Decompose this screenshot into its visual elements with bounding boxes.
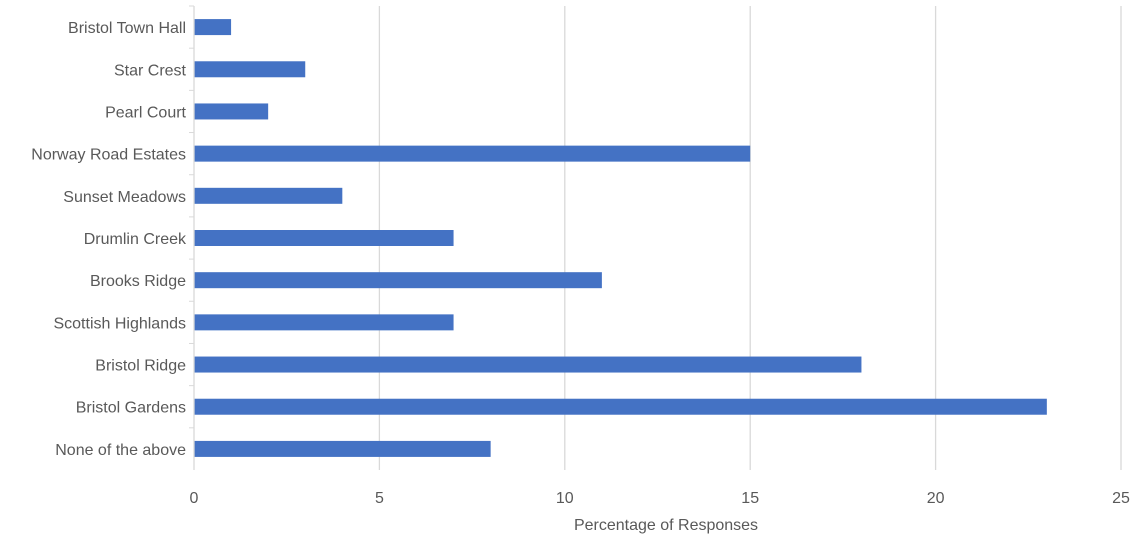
bar-sunset-meadows xyxy=(194,187,343,204)
category-label-star-crest: Star Crest xyxy=(114,62,187,79)
x-tick-label-10: 10 xyxy=(556,490,574,507)
bar-bristol-gardens xyxy=(194,398,1047,415)
bar-norway-road-estates xyxy=(194,145,751,162)
category-label-bristol-gardens: Bristol Gardens xyxy=(76,400,186,417)
bar-bristol-ridge xyxy=(194,356,862,373)
x-axis-title: Percentage of Responses xyxy=(574,517,758,534)
x-tick-label-15: 15 xyxy=(741,490,759,507)
x-tick-label-20: 20 xyxy=(927,490,945,507)
category-label-norway-road-estates: Norway Road Estates xyxy=(31,147,186,164)
x-tick-label-5: 5 xyxy=(375,490,384,507)
category-label-bristol-town-hall: Bristol Town Hall xyxy=(68,20,186,37)
category-label-sunset-meadows: Sunset Meadows xyxy=(63,189,186,206)
axes xyxy=(189,5,195,470)
bar-none-of-the-above xyxy=(194,440,491,457)
category-label-bristol-ridge: Bristol Ridge xyxy=(95,358,186,375)
x-tick-labels: 0 5 10 15 20 25 xyxy=(190,490,1130,507)
category-labels: Bristol Town Hall Star Crest Pearl Court No… xyxy=(31,20,187,459)
bar-scottish-highlands xyxy=(194,314,454,331)
bar-pearl-court xyxy=(194,103,269,120)
category-label-drumlin-creek: Drumlin Creek xyxy=(84,231,187,248)
category-label-brooks-ridge: Brooks Ridge xyxy=(90,273,186,290)
bars xyxy=(194,19,1047,457)
bar-bristol-town-hall xyxy=(194,19,232,36)
bar-brooks-ridge xyxy=(194,272,602,289)
x-tick-label-25: 25 xyxy=(1112,490,1130,507)
category-label-scottish-highlands: Scottish Highlands xyxy=(53,315,186,332)
gridlines xyxy=(378,6,1122,470)
x-tick-label-0: 0 xyxy=(190,490,199,507)
bar-drumlin-creek xyxy=(194,230,454,246)
bar-star-crest xyxy=(194,61,306,78)
category-label-pearl-court: Pearl Court xyxy=(105,104,186,121)
category-label-none-of-the-above: None of the above xyxy=(55,442,186,459)
